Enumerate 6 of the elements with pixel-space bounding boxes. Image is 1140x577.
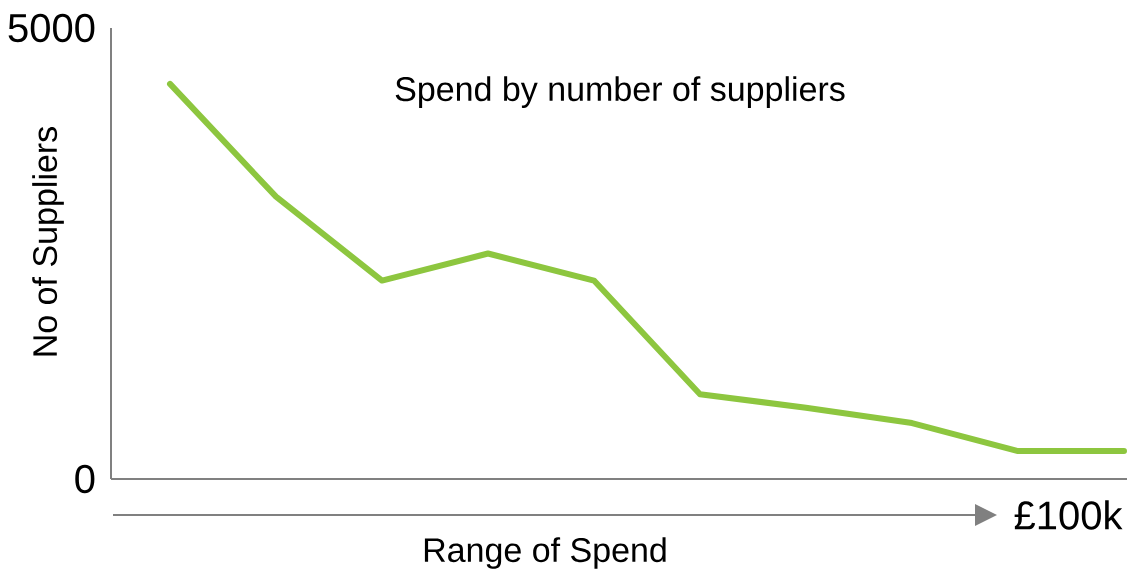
y-tick-label: 5000 [8, 13, 95, 43]
y-axis-title: No of Suppliers [32, 127, 64, 356]
text: Spend by number of suppliers [395, 76, 845, 108]
x-axis-title: Range of Spend [424, 537, 666, 569]
text: £100k [1014, 500, 1123, 530]
y-tick-label: 0 [75, 464, 95, 494]
